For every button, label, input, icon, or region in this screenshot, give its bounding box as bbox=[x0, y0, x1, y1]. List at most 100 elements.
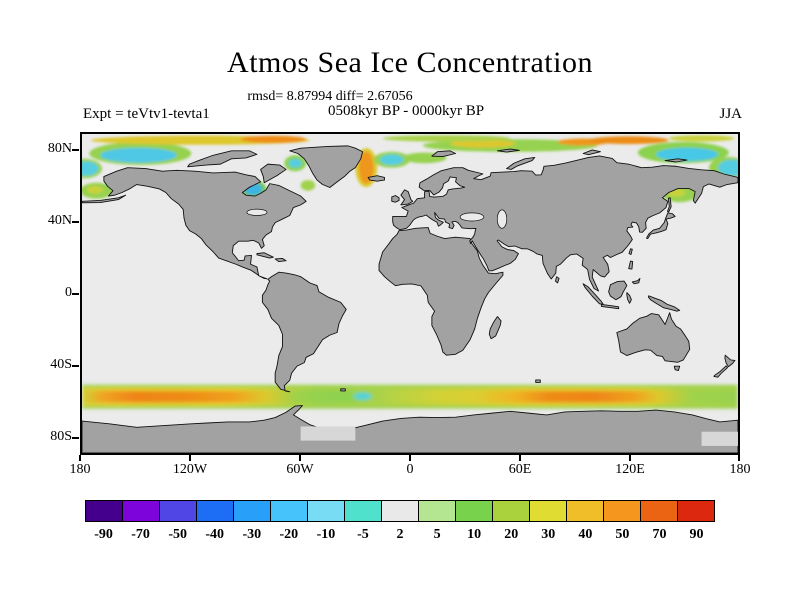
land-baffin-island bbox=[260, 163, 287, 184]
land-iceland bbox=[367, 175, 385, 182]
land-new-zealand-north bbox=[724, 354, 736, 368]
land-south-america bbox=[261, 271, 347, 393]
land-sri-lanka bbox=[554, 276, 560, 284]
colorbar-cell bbox=[493, 501, 530, 521]
land-sakhalin bbox=[667, 197, 672, 213]
colorbar-label: 90 bbox=[689, 527, 704, 542]
lon-tick-mark bbox=[409, 455, 411, 461]
land-canadian-arctic-islands bbox=[187, 150, 258, 168]
colorbar-cell bbox=[530, 501, 567, 521]
colorbar-label: 5 bbox=[433, 527, 441, 542]
weddell-negative-patch bbox=[353, 392, 372, 401]
beaufort-negative-patch bbox=[100, 147, 177, 163]
colorbar-label: -20 bbox=[279, 527, 299, 542]
lon-tick-mark bbox=[519, 455, 521, 461]
lon-tick-mark bbox=[79, 455, 81, 461]
land-australia bbox=[616, 312, 691, 363]
land-mindanao bbox=[631, 277, 641, 285]
bering-yellow-core bbox=[86, 185, 103, 194]
colorbar-cell bbox=[308, 501, 345, 521]
chukchi-negative-west bbox=[82, 161, 99, 176]
polar-rim-orange-streak-w bbox=[240, 135, 307, 143]
east-greenland-orange-strip bbox=[358, 151, 374, 184]
ross-ice-shelf bbox=[701, 431, 738, 446]
land-hispaniola bbox=[274, 257, 287, 263]
land-java bbox=[600, 304, 620, 310]
east-siberian-negative-patch bbox=[656, 147, 718, 162]
colorbar-label: -10 bbox=[316, 527, 336, 542]
ronne-ice-shelf bbox=[300, 426, 356, 441]
experiment-label: Expt = teVtv1-tevta1 bbox=[83, 106, 210, 122]
world-map-svg bbox=[82, 134, 738, 453]
inland-seas bbox=[246, 208, 508, 229]
colorbar-cell bbox=[345, 501, 382, 521]
anomaly-band-orange-core bbox=[82, 390, 738, 403]
colorbar-label: 2 bbox=[396, 527, 404, 542]
land-south-georgia bbox=[340, 388, 346, 392]
period-line: 0508kyr BP - 0000kyr BP bbox=[327, 103, 485, 119]
map-plot bbox=[80, 132, 740, 455]
land-japan bbox=[646, 212, 676, 240]
lat-tick-mark bbox=[72, 365, 79, 367]
land-new-siberian-islands bbox=[664, 158, 688, 163]
colorbar-label: 20 bbox=[504, 527, 519, 542]
colorbar-label: -40 bbox=[205, 527, 225, 542]
colorbar-labels: -90 -70 -50 -40 -30 -20 -10 -5 2 5 10 20… bbox=[85, 527, 715, 543]
land-britain bbox=[400, 189, 414, 206]
colorbar-label: 70 bbox=[652, 527, 667, 542]
colorbar-cell bbox=[604, 501, 641, 521]
polar-rim-green-streak-e bbox=[382, 135, 511, 142]
lon-tick-mark bbox=[629, 455, 631, 461]
lat-tick-label: 40S bbox=[50, 357, 72, 372]
stats-line: rmsd= 8.87994 diff= 2.67056 bbox=[247, 89, 413, 104]
lon-tick-label: 120E bbox=[615, 462, 645, 477]
colorbar-label: 30 bbox=[541, 527, 556, 542]
lat-tick-mark bbox=[72, 293, 79, 295]
colorbar-cell bbox=[160, 501, 197, 521]
colorbar-label: -5 bbox=[357, 527, 369, 542]
polar-rim-yellow-streak-e bbox=[668, 135, 735, 142]
land-greenland bbox=[289, 145, 364, 188]
land-sumatra bbox=[582, 283, 604, 305]
land-severnaya-zemlya bbox=[582, 149, 601, 156]
land-cuba bbox=[256, 252, 274, 259]
laptev-orange-streak bbox=[588, 136, 669, 145]
lon-tick-label: 180 bbox=[729, 462, 751, 477]
land-antarctica bbox=[82, 405, 738, 453]
baffin-bay-negative-patch bbox=[288, 158, 302, 168]
colorbar-cell bbox=[678, 501, 714, 521]
colorbar-label: 50 bbox=[615, 527, 630, 542]
southern-ocean-anomaly-band bbox=[82, 384, 738, 409]
lat-tick-label: 80N bbox=[47, 141, 72, 156]
lon-tick-label: 0 bbox=[406, 462, 414, 477]
colorbar-label: -90 bbox=[94, 527, 113, 542]
land-madagascar bbox=[488, 316, 502, 340]
ice-shelves bbox=[300, 426, 738, 446]
chukchi-negative-east bbox=[717, 159, 738, 176]
caspian-sea bbox=[496, 209, 508, 229]
land-new-zealand-south bbox=[713, 365, 729, 378]
land-tasmania bbox=[673, 365, 681, 372]
landmasses bbox=[82, 145, 738, 453]
land-taiwan bbox=[628, 248, 633, 255]
colorbar-cell bbox=[86, 501, 123, 521]
land-ireland bbox=[391, 195, 400, 203]
lon-tick-mark bbox=[299, 455, 301, 461]
lat-tick-label: 0 bbox=[65, 285, 72, 300]
land-franz-josef bbox=[497, 148, 520, 153]
lat-tick-mark bbox=[72, 221, 79, 223]
land-eurasia bbox=[392, 155, 738, 292]
land-kerguelen bbox=[535, 379, 541, 383]
land-novaya-zemlya bbox=[506, 156, 536, 170]
lat-tick-mark bbox=[72, 437, 79, 439]
colorbar-cell bbox=[382, 501, 419, 521]
figure-title: Atmos Sea Ice Concentration bbox=[227, 46, 593, 79]
lon-tick-label: 120W bbox=[172, 462, 208, 477]
colorbar-cell bbox=[419, 501, 456, 521]
great-lakes bbox=[246, 208, 268, 216]
colorbar-cell bbox=[123, 501, 160, 521]
land-north-america bbox=[103, 167, 307, 280]
land-borneo bbox=[608, 280, 628, 301]
colorbar-label: 10 bbox=[467, 527, 482, 542]
